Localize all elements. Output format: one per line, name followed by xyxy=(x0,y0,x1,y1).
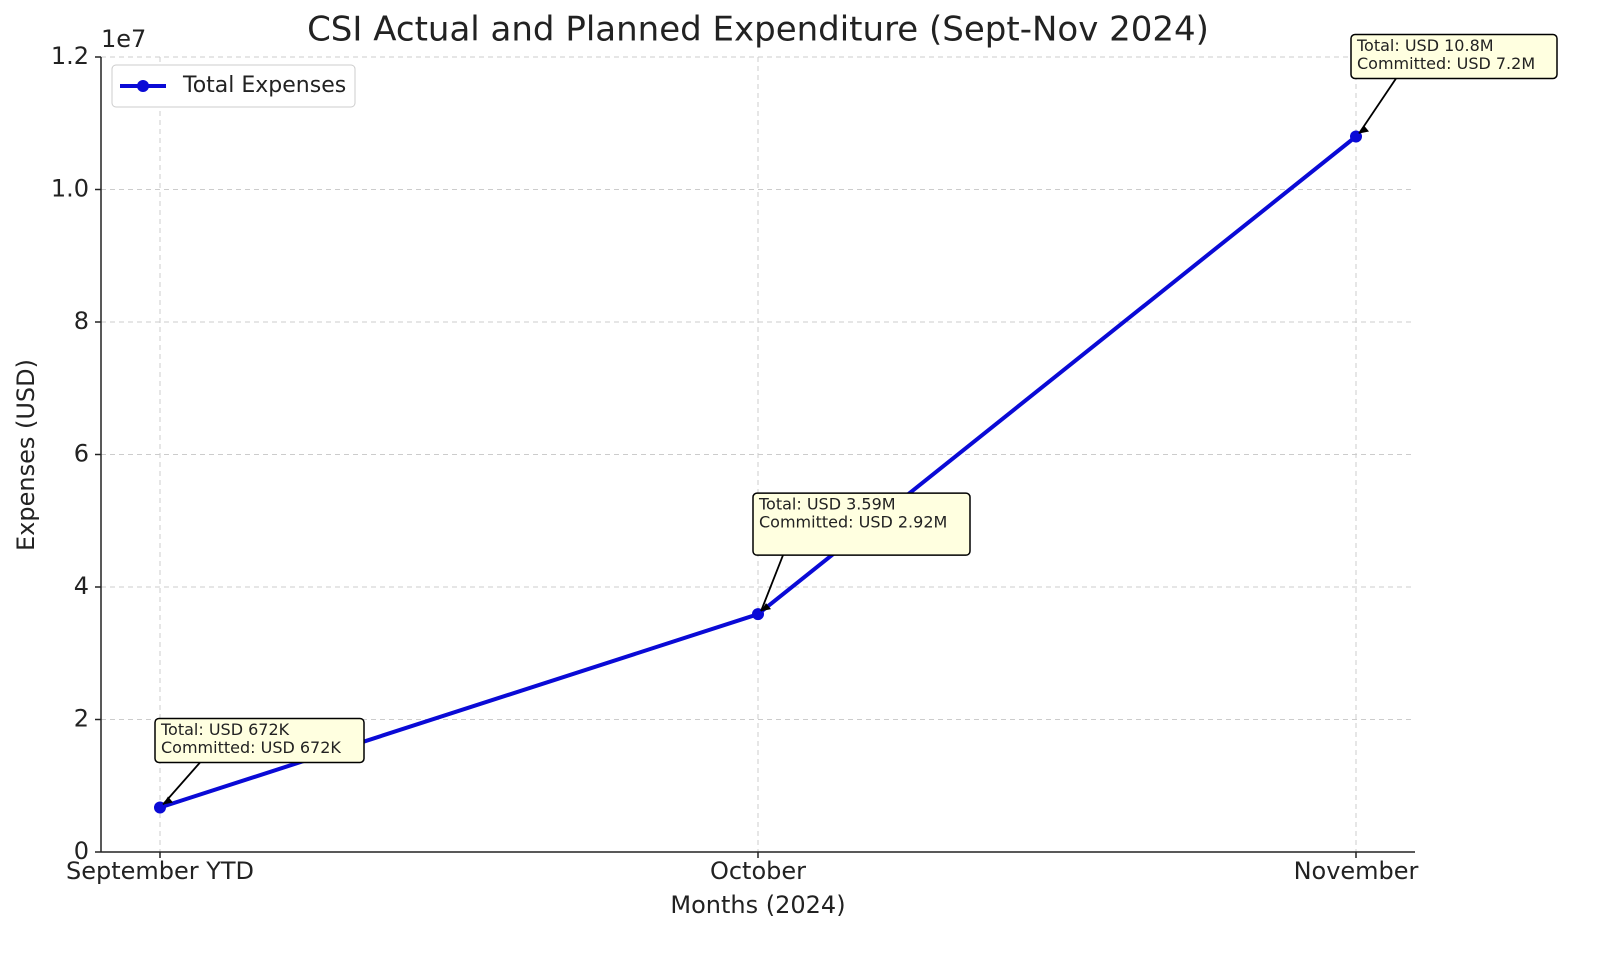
annotation-box xyxy=(752,492,971,556)
x-tick-label: September YTD xyxy=(66,857,254,885)
y-tick-label: 1.2 xyxy=(51,42,89,70)
y-tick-label: 1.0 xyxy=(51,175,89,203)
y-tick-label: 4 xyxy=(74,572,89,600)
y-offset-label: 1e7 xyxy=(101,25,146,53)
annotation-arrow xyxy=(162,761,201,806)
legend-label: Total Expenses xyxy=(182,73,346,98)
annotation-box xyxy=(1350,33,1558,80)
x-tick-label: October xyxy=(710,857,806,885)
annotation-text: Committed: USD 7.2M xyxy=(1357,54,1535,73)
y-tick-label: 0 xyxy=(74,837,89,865)
legend: Total Expenses xyxy=(111,64,356,108)
annotation-text: Total: USD 10.8M xyxy=(1356,36,1494,55)
y-axis-label: Expenses (USD) xyxy=(12,359,40,551)
legend-marker xyxy=(137,80,149,92)
annotation-arrow xyxy=(760,554,784,612)
y-tick-label: 6 xyxy=(74,440,89,468)
annotation-text: Committed: USD 672K xyxy=(161,738,341,757)
annotation-arrow xyxy=(1358,77,1397,135)
x-tick-label: November xyxy=(1294,857,1419,885)
y-tick-label: 2 xyxy=(74,705,89,733)
chart-title: CSI Actual and Planned Expenditure (Sept… xyxy=(307,10,1209,50)
annotation-text: Total: USD 672K xyxy=(160,720,290,739)
annotation-text: Committed: USD 2.92M xyxy=(759,513,947,532)
y-tick-label: 8 xyxy=(74,307,89,335)
x-axis-label: Months (2024) xyxy=(670,891,845,919)
annotation-box xyxy=(154,717,365,764)
annotation-arrowhead xyxy=(761,603,771,612)
annotation-arrowhead xyxy=(163,796,173,805)
annotation-text: Total: USD 3.59M xyxy=(758,495,896,514)
annotation-arrowhead xyxy=(1359,125,1369,134)
legend-box xyxy=(111,64,356,108)
